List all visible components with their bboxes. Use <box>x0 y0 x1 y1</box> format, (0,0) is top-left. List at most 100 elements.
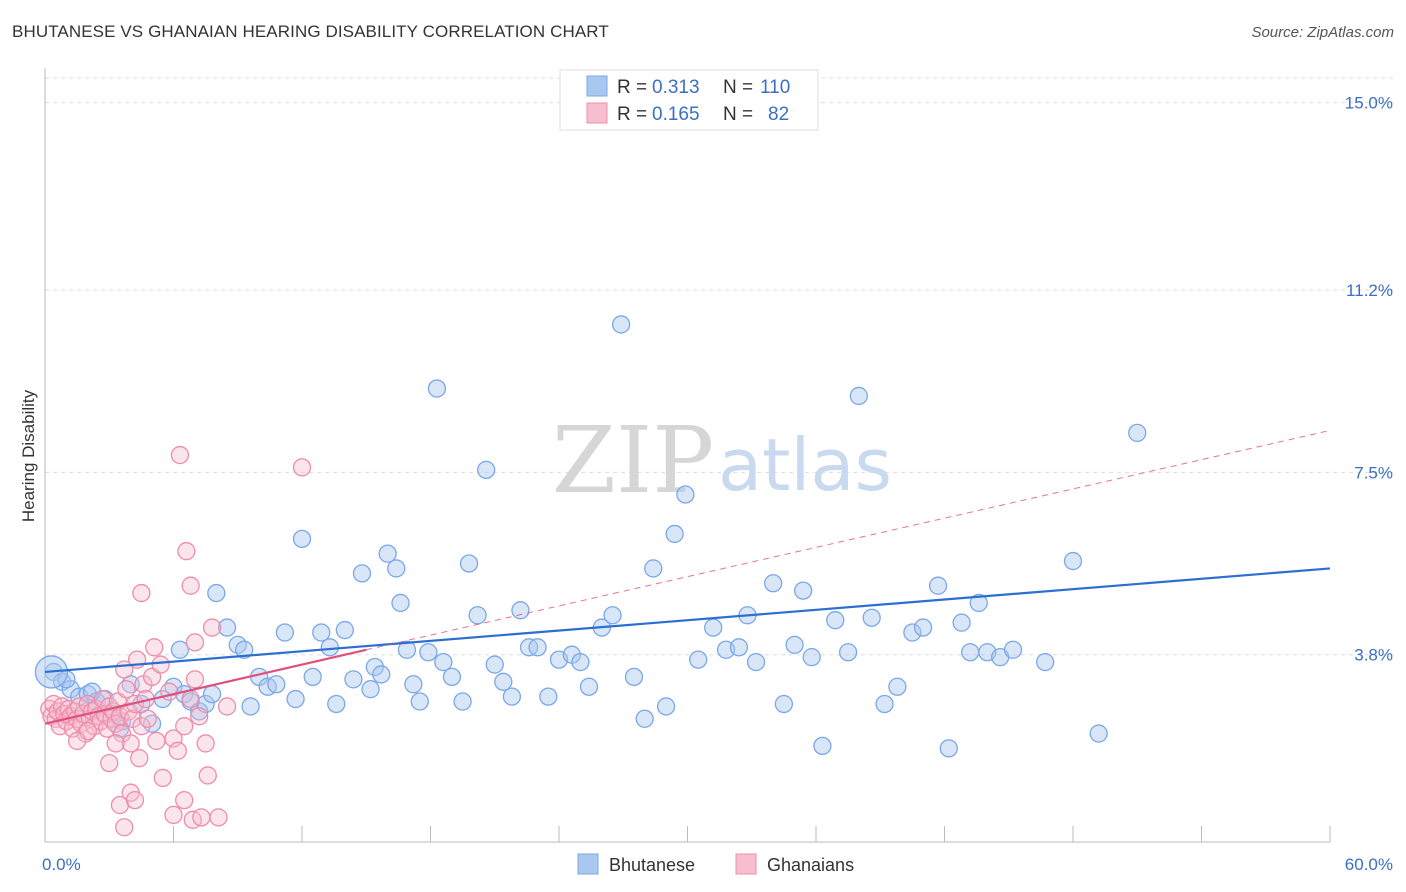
ghanaians-point-50 <box>153 768 172 788</box>
bhutanese-point-17 <box>190 702 209 721</box>
ghanaians-point-77 <box>209 808 228 827</box>
axes <box>44 68 1331 843</box>
bhutanese-point-70 <box>635 709 654 728</box>
ghanaians-point-57 <box>190 707 209 726</box>
ghanaians-point-79 <box>106 734 125 753</box>
legend-r-value-2: 0.165 <box>652 104 700 125</box>
ghanaians-point-59 <box>202 618 222 637</box>
ghanaians-point-64 <box>181 576 200 595</box>
bhutanese-point-69 <box>624 667 644 687</box>
ghanaians-point-54 <box>175 717 194 736</box>
ghanaians-point-63 <box>177 542 196 561</box>
bhutanese-point-102 <box>1003 640 1023 659</box>
bhutanese-point-80 <box>746 652 766 672</box>
bhutanese-point-38 <box>361 680 380 699</box>
ghanaians-point-42 <box>130 749 149 768</box>
bhutanese-point-43 <box>391 593 410 613</box>
bhutanese-point-14 <box>170 640 190 659</box>
bhutanese-trend-line <box>44 567 1331 674</box>
bhutanese-point-48 <box>427 379 447 398</box>
bhutanese-point-23 <box>235 640 254 659</box>
ghanaians-point-72 <box>164 805 183 825</box>
bhutanese-point-41 <box>378 544 397 563</box>
bhutanese-point-91 <box>875 694 894 714</box>
bhutanese-point-72 <box>656 697 676 716</box>
legend-r-label-2: R = <box>617 104 647 125</box>
bottom-legend-label-ghanaians: Ghanaians <box>767 855 854 875</box>
ghanaians-point-58 <box>196 734 215 753</box>
bhutanese-point-95 <box>928 576 948 595</box>
bhutanese-point-24 <box>241 697 260 716</box>
bhutanese-point-92 <box>888 677 907 696</box>
ghanaians-point-65 <box>185 633 205 652</box>
bhutanese-point-84 <box>794 581 813 600</box>
ghanaians-point-66 <box>292 458 312 477</box>
bhutanese-point-106 <box>1128 423 1147 443</box>
ghanaians-point-69 <box>115 818 134 837</box>
bhutanese-point-44 <box>397 640 417 659</box>
y-axis-label: Hearing Disability <box>19 389 38 522</box>
bhutanese-point-20 <box>207 583 226 603</box>
x-tick-label-0: 0.0% <box>42 855 81 874</box>
bhutanese-point-98 <box>961 643 980 662</box>
bhutanese-point-47 <box>419 643 438 662</box>
bhutanese-point-58 <box>511 601 530 620</box>
ghanaians-point-67 <box>100 753 119 773</box>
bhutanese-point-73 <box>665 524 684 544</box>
bhutanese-point-61 <box>539 687 558 706</box>
bhutanese-point-54 <box>477 460 496 480</box>
bhutanese-point-28 <box>275 623 295 642</box>
legend-swatch-bhutanese <box>586 75 608 97</box>
bhutanese-point-57 <box>502 687 522 706</box>
grid-lines <box>45 77 1394 656</box>
bhutanese-point-78 <box>729 638 749 657</box>
chart-source: Source: ZipAtlas.com <box>1251 24 1394 41</box>
ghanaians-point-76 <box>198 766 217 785</box>
bhutanese-point-89 <box>849 386 868 406</box>
series-bhutanese-points <box>34 315 1147 758</box>
bhutanese-point-105 <box>1089 724 1108 743</box>
bhutanese-point-83 <box>785 635 804 654</box>
correlation-legend: R = 0.313 N = 110 R = 0.165 N = 82 <box>559 69 819 131</box>
bhutanese-point-60 <box>528 638 547 657</box>
bhutanese-point-67 <box>603 606 622 625</box>
ghanaians-point-62 <box>170 445 190 465</box>
y-tick-labels: 3.8% 7.5% 11.2% 15.0% <box>1345 94 1393 665</box>
bhutanese-point-76 <box>704 618 723 637</box>
legend-r-value-1: 0.313 <box>652 77 700 98</box>
bhutanese-point-19 <box>202 684 222 704</box>
bhutanese-point-50 <box>442 667 462 687</box>
bhutanese-point-74 <box>676 485 695 504</box>
bhutanese-point-97 <box>952 613 971 632</box>
bhutanese-point-87 <box>826 611 845 630</box>
ghanaians-point-73 <box>175 790 194 810</box>
bhutanese-point-81 <box>764 574 783 593</box>
bhutanese-point-52 <box>459 554 479 573</box>
bhutanese-point-29 <box>286 689 305 709</box>
y-tick-label-2: 11.2% <box>1346 281 1393 300</box>
y-tick-label-1: 7.5% <box>1354 463 1393 482</box>
bhutanese-point-68 <box>611 315 631 334</box>
bhutanese-point-93 <box>903 623 922 642</box>
ghanaians-point-75 <box>192 808 211 827</box>
bhutanese-point-45 <box>404 675 423 694</box>
bhutanese-point-53 <box>468 606 487 625</box>
ghanaians-point-71 <box>125 790 145 810</box>
legend-n-value-2: 82 <box>768 104 789 125</box>
ghanaians-trend-line <box>44 648 367 725</box>
bhutanese-point-31 <box>303 667 322 687</box>
ghanaians-point-38 <box>121 734 140 753</box>
y-tick-label-3: 15.0% <box>1345 94 1393 113</box>
bhutanese-point-64 <box>571 652 590 672</box>
bhutanese-point-85 <box>802 648 821 667</box>
ghanaians-point-55 <box>181 689 200 709</box>
bottom-legend-label-bhutanese: Bhutanese <box>609 855 695 875</box>
bhutanese-point-104 <box>1063 551 1083 571</box>
bhutanese-point-34 <box>327 694 346 714</box>
ghanaians-point-47 <box>142 667 162 687</box>
bottom-legend-swatch-bhutanese <box>577 853 599 875</box>
bhutanese-point-51 <box>453 692 472 711</box>
bhutanese-point-27 <box>267 675 286 694</box>
ghanaians-point-48 <box>147 731 166 751</box>
